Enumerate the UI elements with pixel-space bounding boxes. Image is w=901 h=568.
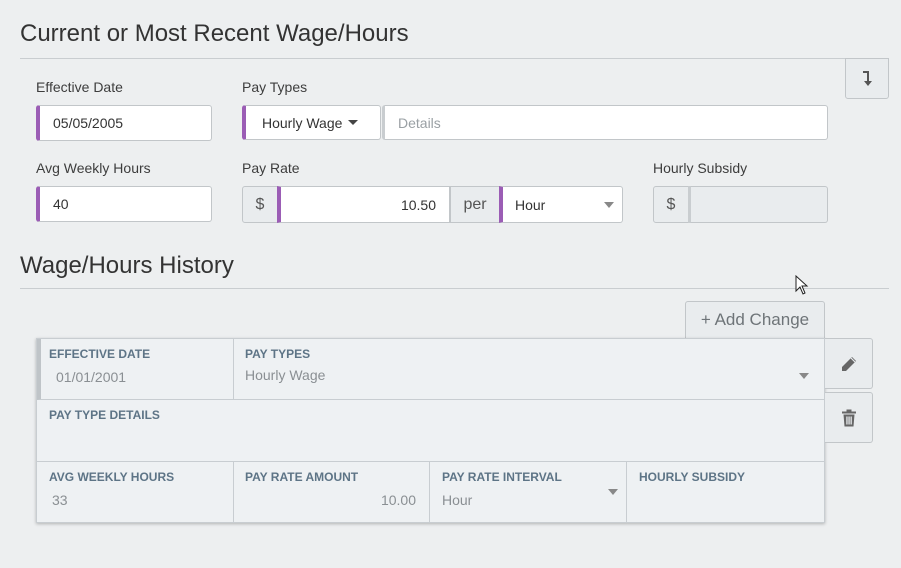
delete-record-button[interactable]: [825, 392, 873, 443]
pay-rate-value: 10.50: [400, 196, 436, 213]
pay-rate-interval-header: PAY RATE INTERVAL: [442, 470, 562, 484]
hourly-subsidy-input[interactable]: [688, 186, 828, 223]
pay-types-header: PAY TYPES: [245, 347, 311, 361]
collapse-button[interactable]: [845, 58, 889, 99]
hourly-subsidy-currency: $: [653, 186, 689, 223]
pay-types-label: Pay Types: [242, 79, 308, 95]
record-effective-date-cell: EFFECTIVE DATE 01/01/2001: [37, 339, 234, 400]
avg-weekly-hours-input[interactable]: 40: [36, 186, 212, 222]
trash-icon: [841, 409, 856, 426]
chevron-down-icon: [604, 201, 614, 208]
add-change-button[interactable]: + Add Change: [685, 301, 825, 339]
chevron-down-icon: [799, 373, 809, 379]
history-record-card: EFFECTIVE DATE 01/01/2001 PAY TYPES Hour…: [36, 338, 825, 523]
effective-date-input[interactable]: 05/05/2005: [36, 105, 212, 141]
section-divider: [20, 58, 889, 59]
pay-rate-interval-select[interactable]: Hour: [499, 186, 623, 223]
interval-selected: Hour: [515, 196, 546, 213]
section-divider: [20, 288, 889, 289]
effective-date-value: 01/01/2001: [56, 369, 127, 385]
pencil-icon: [841, 356, 856, 371]
avg-weekly-hours-value: 33: [52, 492, 68, 508]
effective-date-header: EFFECTIVE DATE: [49, 347, 151, 361]
record-pay-rate-amount-cell: PAY RATE AMOUNT 10.00: [234, 462, 430, 523]
history-title: Wage/Hours History: [20, 252, 234, 279]
pay-type-selected: Hourly Wage: [262, 114, 343, 131]
pay-type-details-input[interactable]: Details: [382, 105, 828, 140]
hourly-subsidy-header: HOURLY SUBSIDY: [639, 470, 746, 484]
pay-rate-input[interactable]: 10.50: [277, 186, 450, 223]
arrow-down-right-icon: [863, 70, 872, 86]
current-wage-title: Current or Most Recent Wage/Hours: [20, 20, 409, 47]
record-hourly-subsidy-cell: HOURLY SUBSIDY: [627, 462, 825, 523]
record-pay-rate-interval-cell[interactable]: PAY RATE INTERVAL Hour: [430, 462, 627, 523]
pay-rate-amount-value: 10.00: [380, 492, 416, 508]
effective-date-value: 05/05/2005: [53, 115, 124, 131]
edit-record-button[interactable]: [825, 338, 873, 389]
pay-rate-currency: $: [242, 186, 278, 223]
mouse-cursor-icon: [795, 275, 809, 295]
pay-types-value: Hourly Wage: [245, 367, 326, 383]
pay-type-details-header: PAY TYPE DETAILS: [49, 408, 160, 422]
pay-type-dropdown[interactable]: Hourly Wage: [242, 105, 381, 140]
details-placeholder: Details: [398, 114, 441, 131]
record-pay-types-cell[interactable]: PAY TYPES Hourly Wage: [234, 339, 825, 400]
avg-weekly-hours-label: Avg Weekly Hours: [36, 160, 151, 176]
avg-weekly-hours-header: AVG WEEKLY HOURS: [49, 470, 175, 484]
chevron-down-icon: [348, 120, 359, 125]
avg-weekly-hours-value: 40: [53, 196, 69, 212]
record-avg-weekly-hours-cell: AVG WEEKLY HOURS 33: [37, 462, 234, 523]
chevron-down-icon: [608, 489, 618, 495]
per-addon: per: [450, 186, 500, 223]
hourly-subsidy-label: Hourly Subsidy: [653, 160, 748, 176]
pay-rate-interval-value: Hour: [442, 492, 473, 508]
effective-date-label: Effective Date: [36, 79, 123, 95]
record-pay-type-details-cell: PAY TYPE DETAILS: [37, 400, 825, 462]
pay-rate-amount-header: PAY RATE AMOUNT: [245, 470, 359, 484]
pay-rate-label: Pay Rate: [242, 160, 300, 176]
